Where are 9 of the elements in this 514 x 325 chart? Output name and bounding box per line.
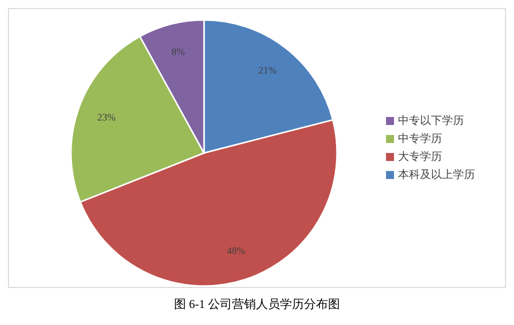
legend-label: 中专学历 xyxy=(398,132,442,145)
data-label: 21% xyxy=(258,66,277,77)
legend-label: 大专学历 xyxy=(398,150,442,163)
data-label: 23% xyxy=(97,112,116,124)
caption: 图 6-1 公司营销人员学历分布图 xyxy=(173,296,341,313)
data-label: 48% xyxy=(226,246,246,258)
legend-label: 中专以下学历 xyxy=(398,114,464,127)
legend-label: 本科及以上学历 xyxy=(398,168,475,181)
data-label: 8% xyxy=(172,47,185,58)
